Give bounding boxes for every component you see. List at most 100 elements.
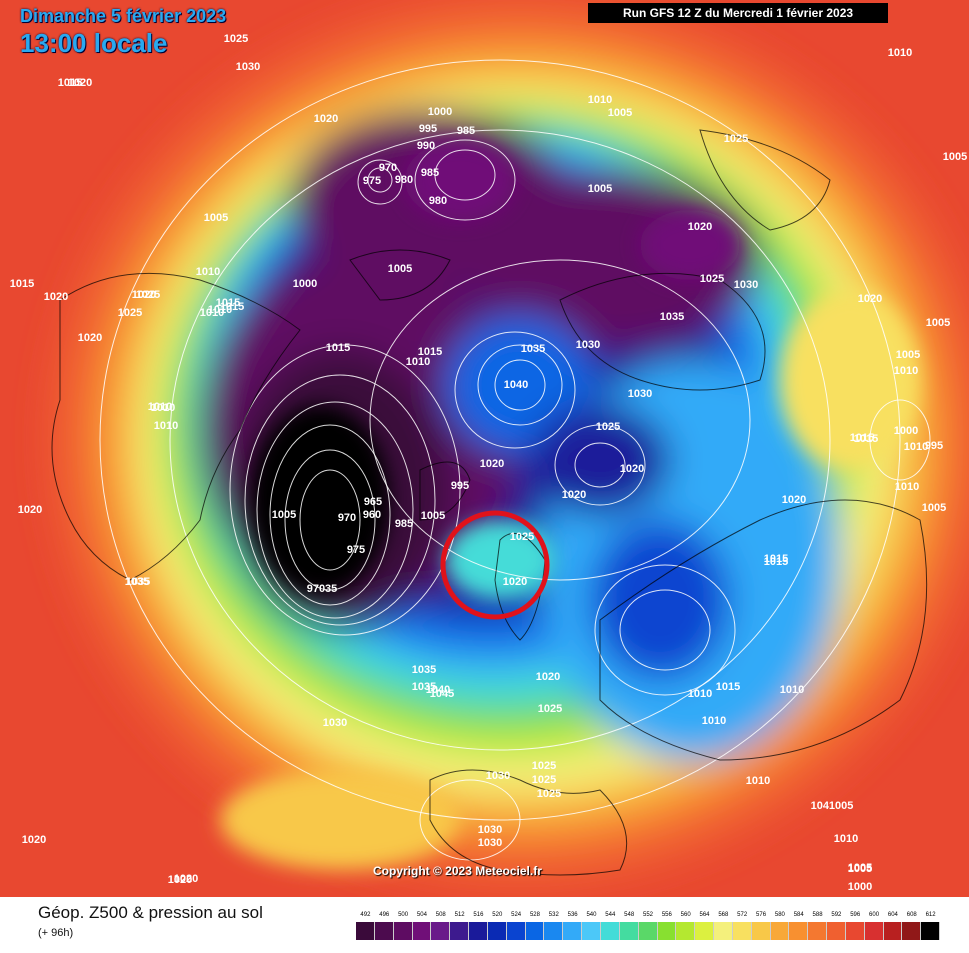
scale-tick-label: 528 xyxy=(529,912,540,918)
scale-swatch xyxy=(582,922,601,940)
pressure-label: 1020 xyxy=(68,77,92,89)
pressure-label: 995 xyxy=(419,123,437,135)
pressure-label: 1020 xyxy=(22,834,46,846)
pressure-label: 1025 xyxy=(700,273,724,285)
scale-swatch xyxy=(450,922,470,940)
run-info: Run GFS 12 Z du Mercredi 1 février 2023 xyxy=(588,3,888,23)
pressure-label: 1015 xyxy=(854,433,878,445)
pressure-label: 1020 xyxy=(858,293,882,305)
scale-swatch xyxy=(808,922,828,940)
pressure-label: 1030 xyxy=(486,770,510,782)
scale-swatch xyxy=(845,922,865,940)
scale-swatch xyxy=(864,922,884,940)
scale-tick-label: 600 xyxy=(869,912,880,918)
pressure-label: 1005 xyxy=(608,107,632,119)
color-scale xyxy=(356,922,941,940)
legend-subtitle: (+ 96h) xyxy=(38,927,74,939)
pressure-label: 1005 xyxy=(926,317,950,329)
pressure-label: 1035 xyxy=(521,343,545,355)
scale-tick-label: 508 xyxy=(435,912,446,918)
pressure-label: 960 xyxy=(363,509,381,521)
pressure-label: 1020 xyxy=(536,671,560,683)
pressure-label: 1030 xyxy=(323,717,347,729)
pressure-label: 1010 xyxy=(895,481,919,493)
pressure-label: 1010 xyxy=(894,365,918,377)
pressure-label: 1030 xyxy=(478,837,502,849)
pressure-label: 1035 xyxy=(126,576,150,588)
pressure-label: 1030 xyxy=(628,388,652,400)
pressure-label: 1015 xyxy=(764,553,788,565)
pressure-label: 1025 xyxy=(532,774,556,786)
legend-title: Géop. Z500 & pression au sol xyxy=(38,903,263,922)
scale-tick-label: 588 xyxy=(812,912,823,918)
pressure-label: 1005 xyxy=(922,502,946,514)
pressure-label: 1010 xyxy=(148,401,172,413)
scale-tick-label: 552 xyxy=(642,912,654,918)
scale-swatch xyxy=(544,922,564,940)
pressure-label: 1005 xyxy=(272,509,296,521)
pressure-label: 1025 xyxy=(724,133,748,145)
pressure-label: 1020 xyxy=(503,576,527,588)
scale-tick-label: 504 xyxy=(416,912,427,918)
scale-tick-label: 540 xyxy=(586,912,597,918)
pressure-label: 965 xyxy=(364,496,382,508)
scale-tick-label: 524 xyxy=(511,912,522,918)
scale-tick-label: 536 xyxy=(567,912,578,918)
pressure-label: 1010 xyxy=(406,356,430,368)
pressure-label: 1015 xyxy=(58,77,82,89)
pressure-label: 1005 xyxy=(848,862,872,874)
scale-swatch xyxy=(770,922,790,940)
pressure-label: 1015 xyxy=(418,346,442,358)
pressure-label: 1025 xyxy=(224,33,248,45)
pressure-label: 1010 xyxy=(588,94,612,106)
scale-swatch xyxy=(676,922,696,940)
pressure-label: 1030 xyxy=(576,339,600,351)
scale-tick-label: 572 xyxy=(737,912,748,918)
forecast-time: 13:00 locale xyxy=(20,28,168,58)
pressure-label: 1040 xyxy=(426,684,450,696)
scale-swatch xyxy=(412,922,432,940)
pressure-label: 1010 xyxy=(834,833,858,845)
scale-tick-label: 584 xyxy=(793,912,804,918)
pressure-label: 1010 xyxy=(688,688,712,700)
pressure-label: 1015 xyxy=(326,342,350,354)
pressure-label: 1005 xyxy=(943,151,967,163)
scale-swatch xyxy=(506,922,526,940)
pressure-label: 1005 xyxy=(421,510,445,522)
pressure-label: 975 xyxy=(347,544,365,556)
pressure-label: 1000 xyxy=(894,425,918,437)
scale-swatch xyxy=(902,922,922,940)
pressure-label: 1010 xyxy=(151,402,175,414)
scale-swatch xyxy=(619,922,639,940)
pressure-label: 1020 xyxy=(174,873,198,885)
scale-tick-label: 568 xyxy=(718,912,729,918)
scale-tick-label: 556 xyxy=(661,912,672,918)
scale-swatch xyxy=(921,922,941,940)
scale-swatch xyxy=(827,922,846,940)
pressure-label: 1010 xyxy=(702,715,726,727)
pressure-label: 1015 xyxy=(716,681,740,693)
pressure-label: 1035 xyxy=(660,311,684,323)
pressure-label: 980 xyxy=(395,174,413,186)
pressure-label: 1000 xyxy=(293,278,317,290)
pressure-label: 1025 xyxy=(596,421,620,433)
scale-labels: 492 496 500 504 508 512 516 520 524 528 532 536 540 5… xyxy=(356,912,946,922)
scale-tick-label: 532 xyxy=(548,912,559,918)
pressure-label: 975 xyxy=(363,175,381,187)
isobars xyxy=(99,59,931,861)
pressure-label: 1035 xyxy=(412,664,436,676)
scale-swatch xyxy=(883,922,903,940)
pressure-label: 995 xyxy=(925,440,943,452)
pressure-label: 1035 xyxy=(125,576,149,588)
pressure-label: 1010 xyxy=(154,420,178,432)
pressure-label: 1040 xyxy=(504,379,528,391)
pressure-label: 1030 xyxy=(236,61,260,73)
scale-swatch xyxy=(751,922,771,940)
scale-tick-label: 516 xyxy=(473,912,484,918)
pressure-label: 1020 xyxy=(44,291,68,303)
scale-tick-label: 596 xyxy=(850,912,861,918)
pressure-label: 1020 xyxy=(620,463,644,475)
pressure-label: 1020 xyxy=(168,874,192,886)
scale-tick-label: 576 xyxy=(756,912,767,918)
scale-swatch xyxy=(600,922,620,940)
